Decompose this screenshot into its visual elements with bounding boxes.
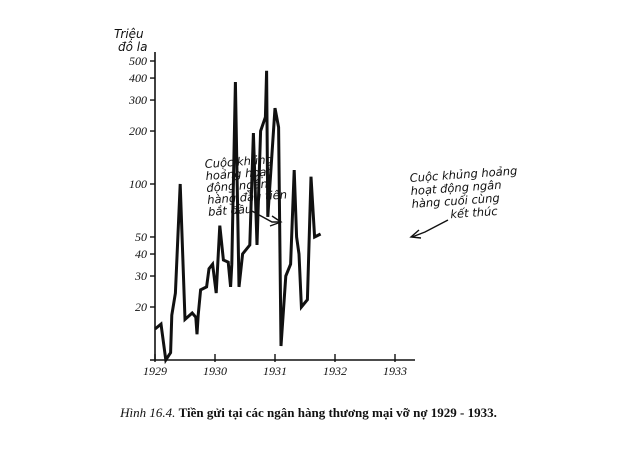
x-tick-label: 1931: [263, 364, 287, 378]
annotation-line: hàng cuối cùng: [411, 191, 500, 211]
y-tick-label: 200: [129, 124, 147, 138]
annotation-line: bắt đầu: [208, 202, 253, 219]
x-tick-label: 1930: [203, 364, 227, 378]
annotation-line: hàng đầu tiên: [207, 187, 288, 207]
y-tick-label: 20: [135, 300, 147, 314]
x-axis-ticks: 1929 1930 1931 1932 1933: [143, 354, 407, 378]
y-tick-label: 300: [128, 93, 147, 107]
x-tick-label: 1929: [143, 364, 167, 378]
y-tick-label: 40: [135, 247, 147, 261]
y-tick-label: 400: [129, 71, 147, 85]
figure-caption: Hình 16.4. Tiền gửi tại các ngân hàng th…: [0, 405, 617, 421]
y-tick-label: 50: [135, 230, 147, 244]
annotation-arrow: [411, 219, 449, 238]
annotation-line: động ngân: [206, 177, 268, 195]
figure-caption-text: Tiền gửi tại các ngân hàng thương mại vỡ…: [178, 405, 497, 420]
y-tick-label: 500: [129, 54, 147, 68]
annotation-line: hoạt động ngân: [410, 178, 502, 198]
x-tick-label: 1933: [383, 364, 407, 378]
y-tick-label: 100: [129, 177, 147, 191]
annotation-arrow: [249, 209, 280, 223]
x-tick-label: 1932: [323, 364, 347, 378]
y-axis-label-line2: đô la: [118, 40, 147, 54]
y-axis-label-line1: Triệu: [114, 27, 144, 41]
bank-deposits-chart: Triệu đô la 500 400 300 200 100 50 40 30 20 1929…: [114, 27, 518, 378]
y-axis-ticks: 500 400 300 200 100 50 40 30 20: [128, 54, 155, 314]
annotation-arrowhead: [269, 215, 283, 227]
annotation-line: hoảng hoạt: [205, 164, 272, 183]
annotation-arrowhead: [409, 229, 422, 239]
y-axis-label: Triệu đô la: [114, 27, 147, 54]
figure-number: Hình 16.4.: [120, 405, 176, 420]
y-tick-label: 30: [134, 269, 147, 283]
annotation-line: Cuộc khủng: [204, 152, 273, 171]
deposits-series-line: [154, 70, 322, 365]
annotation-line: kết thúc: [450, 204, 499, 221]
